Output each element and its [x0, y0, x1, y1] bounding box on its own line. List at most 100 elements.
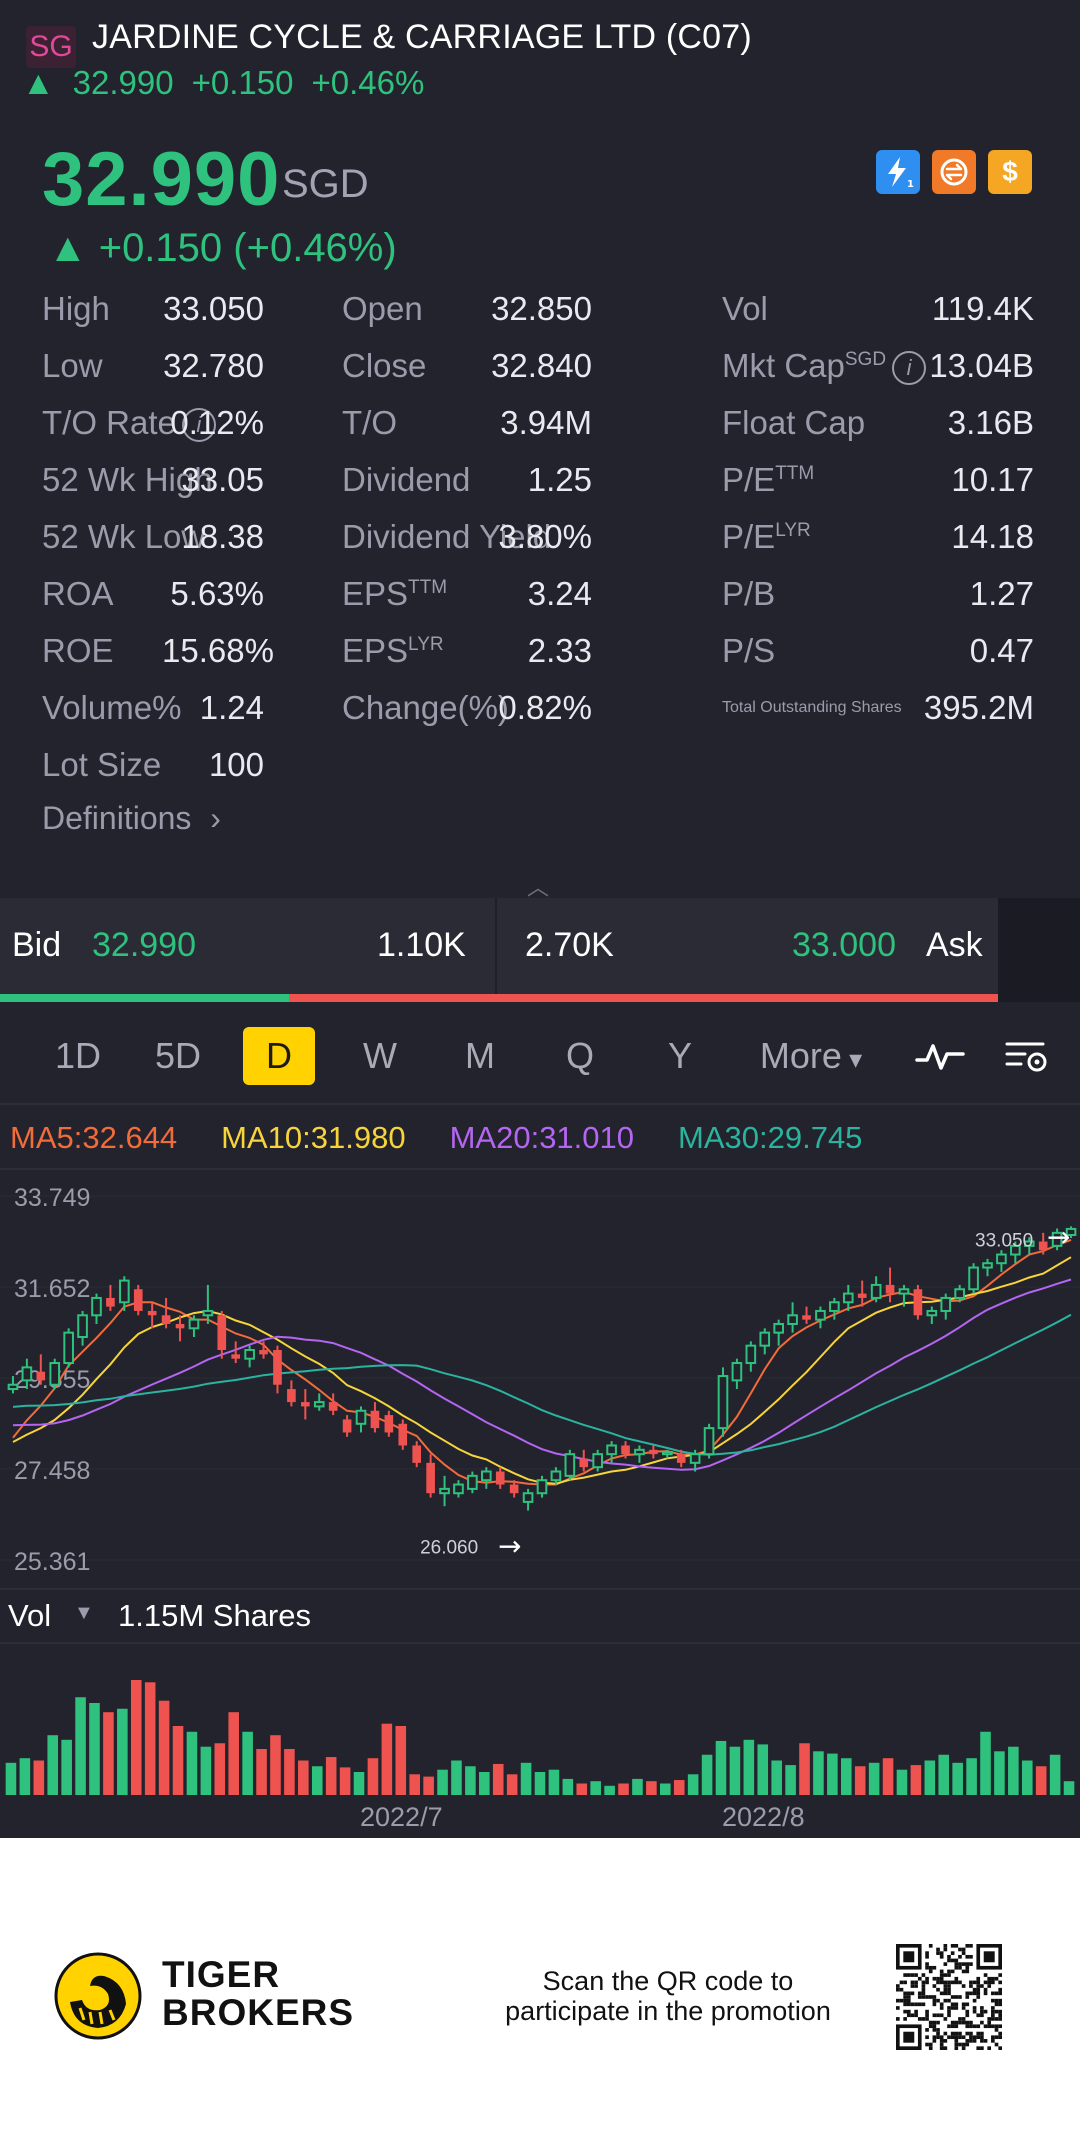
candlestick-chart[interactable]: 33.74931.65229.55527.45825.36133.050→26.… — [0, 1172, 1080, 1582]
qr-module — [976, 1995, 981, 1999]
stat-label-text: P/E — [722, 461, 776, 498]
qr-module — [954, 2006, 959, 2010]
candle — [621, 1441, 630, 1459]
tab-label: Q — [565, 1035, 594, 1076]
qr-module — [903, 2002, 907, 2007]
stat-value: 14.18 — [951, 518, 1034, 555]
qr-module — [936, 1947, 940, 1952]
volume-bar — [813, 1751, 824, 1795]
exchange-icon[interactable] — [932, 150, 976, 194]
qr-module — [903, 1973, 907, 1977]
qr-module — [965, 2024, 970, 2029]
candle — [649, 1445, 658, 1459]
volume-bar — [687, 1774, 699, 1795]
candle — [829, 1297, 840, 1320]
ma20-line — [12, 1278, 1072, 1471]
qr-module — [961, 2006, 966, 2010]
tab-1d[interactable]: 1D — [38, 1027, 118, 1085]
tab-w[interactable]: W — [340, 1027, 420, 1085]
stat-value: 2.33 — [527, 632, 592, 669]
stats-row: Lot Size 100 — [42, 741, 1042, 798]
qr-code-icon[interactable] — [896, 1944, 1002, 2050]
tab-y[interactable]: Y — [640, 1027, 720, 1085]
info-icon[interactable]: i — [181, 408, 216, 443]
tab-d[interactable]: D — [243, 1027, 315, 1085]
volume-header[interactable]: Vol ▼ 1.15M Shares — [0, 1590, 1080, 1642]
qr-module — [903, 1995, 907, 1999]
info-icon[interactable]: i — [892, 351, 927, 386]
qr-module — [925, 2028, 929, 2032]
qr-module — [910, 2013, 915, 2018]
qr-module — [936, 1998, 940, 2003]
qr-module — [994, 1976, 999, 1981]
stat-label-text: 52 Wk High — [42, 461, 213, 498]
stat-value: 1.24 — [199, 689, 264, 726]
volume-label: Vol — [8, 1598, 52, 1633]
lightning-level1-icon[interactable]: 1 — [876, 150, 920, 194]
tab-q[interactable]: Q — [540, 1027, 620, 1085]
volume-chart[interactable] — [0, 1650, 1080, 1800]
stat-value: 15.68% — [162, 632, 274, 669]
qr-module — [917, 1976, 922, 1981]
qr-module — [947, 1954, 951, 1959]
qr-module — [921, 1973, 926, 1977]
chart-settings-icon[interactable] — [996, 1027, 1060, 1085]
tab-m[interactable]: M — [440, 1027, 520, 1085]
stat-label-text: P/B — [722, 575, 776, 612]
volume-bar — [1063, 1781, 1075, 1795]
qr-module — [925, 2013, 929, 2018]
current-price: 32.990 — [42, 137, 281, 222]
stat-label-text: Dividend Yield — [342, 518, 552, 555]
qr-module — [950, 2006, 955, 2010]
volume-bar — [715, 1740, 727, 1795]
min-price-label: 26.060 — [420, 1538, 478, 1559]
qr-module — [961, 1947, 966, 1952]
volume-bar — [980, 1731, 991, 1795]
qr-module — [965, 2031, 970, 2036]
qr-module — [932, 1976, 937, 1981]
volume-value: 1.15M Shares — [118, 1598, 311, 1633]
brand-line-2: BROKERS — [162, 1992, 355, 2033]
stat-label-text: Lot Size — [42, 746, 162, 783]
candle — [106, 1284, 115, 1311]
stat-label: Low — [42, 342, 103, 399]
candle — [161, 1297, 171, 1329]
qr-module — [928, 2024, 933, 2029]
tab-5d[interactable]: 5D — [138, 1027, 218, 1085]
qr-module — [976, 1984, 981, 1988]
qr-module — [969, 2035, 973, 2040]
collapse-chevron-icon[interactable]: ︿ — [527, 875, 550, 900]
indicator-icon[interactable] — [908, 1027, 972, 1085]
qr-module — [998, 2024, 1002, 2029]
qr-module — [965, 2039, 970, 2043]
stat-value: 18.38 — [181, 518, 264, 555]
qr-module — [903, 1951, 915, 1963]
qr-module — [921, 1984, 926, 1988]
volume-bar — [660, 1783, 671, 1795]
tab-more[interactable]: More ▾ — [746, 1027, 876, 1085]
qr-module — [954, 1958, 959, 1963]
qr-module — [983, 1991, 988, 1996]
qr-module — [998, 1973, 1002, 1977]
dollar-icon[interactable]: $ — [988, 150, 1032, 194]
qr-module — [947, 2035, 951, 2040]
qr-module — [939, 2006, 944, 2010]
stat-label-text: Low — [42, 347, 103, 384]
qr-module — [914, 2013, 918, 2018]
stat-label-superscript: TTM — [408, 577, 448, 598]
qr-module — [972, 1998, 977, 2003]
qr-module — [987, 1984, 992, 1988]
header-price: 32.990 — [72, 64, 174, 101]
qr-module — [943, 1947, 948, 1952]
y-tick-label: 33.749 — [14, 1184, 90, 1212]
definitions-link[interactable]: Definitions › — [42, 800, 221, 837]
qr-module — [954, 2002, 959, 2007]
candle — [703, 1423, 715, 1459]
qr-module — [939, 1991, 944, 1996]
candle — [439, 1475, 450, 1507]
qr-module — [991, 1976, 995, 1981]
candle — [1051, 1228, 1063, 1251]
candle — [63, 1328, 74, 1368]
arrow-right-icon: → — [498, 1530, 521, 1563]
tab-label: Y — [667, 1035, 692, 1076]
